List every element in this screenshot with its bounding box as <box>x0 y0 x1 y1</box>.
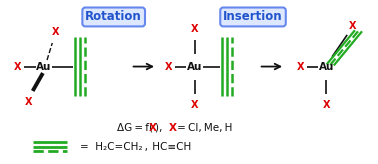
Text: X: X <box>164 62 172 72</box>
Text: ΔG = f(: ΔG = f( <box>118 123 153 133</box>
Text: Au: Au <box>319 62 334 72</box>
Text: X: X <box>191 100 198 110</box>
Text: Insertion: Insertion <box>223 10 283 23</box>
Text: X: X <box>169 123 177 133</box>
Text: Au: Au <box>187 62 202 72</box>
Text: Au: Au <box>36 62 52 72</box>
Text: = Cl, Me, H: = Cl, Me, H <box>175 123 232 133</box>
Text: X: X <box>349 21 356 31</box>
Text: ΔG = f(X),  X = Cl, Me, H: ΔG = f(X), X = Cl, Me, H <box>0 163 1 164</box>
Text: X: X <box>149 123 157 133</box>
Text: X: X <box>14 62 22 72</box>
Text: X: X <box>296 62 304 72</box>
Text: X: X <box>191 24 198 34</box>
Text: X: X <box>51 27 59 37</box>
Text: Rotation: Rotation <box>85 10 142 23</box>
Text: ),: ), <box>155 123 167 133</box>
Text: X: X <box>323 100 330 110</box>
Text: X: X <box>25 96 33 106</box>
Text: =  H₂C=CH₂ ,  HC≡CH: = H₂C=CH₂ , HC≡CH <box>80 142 191 152</box>
